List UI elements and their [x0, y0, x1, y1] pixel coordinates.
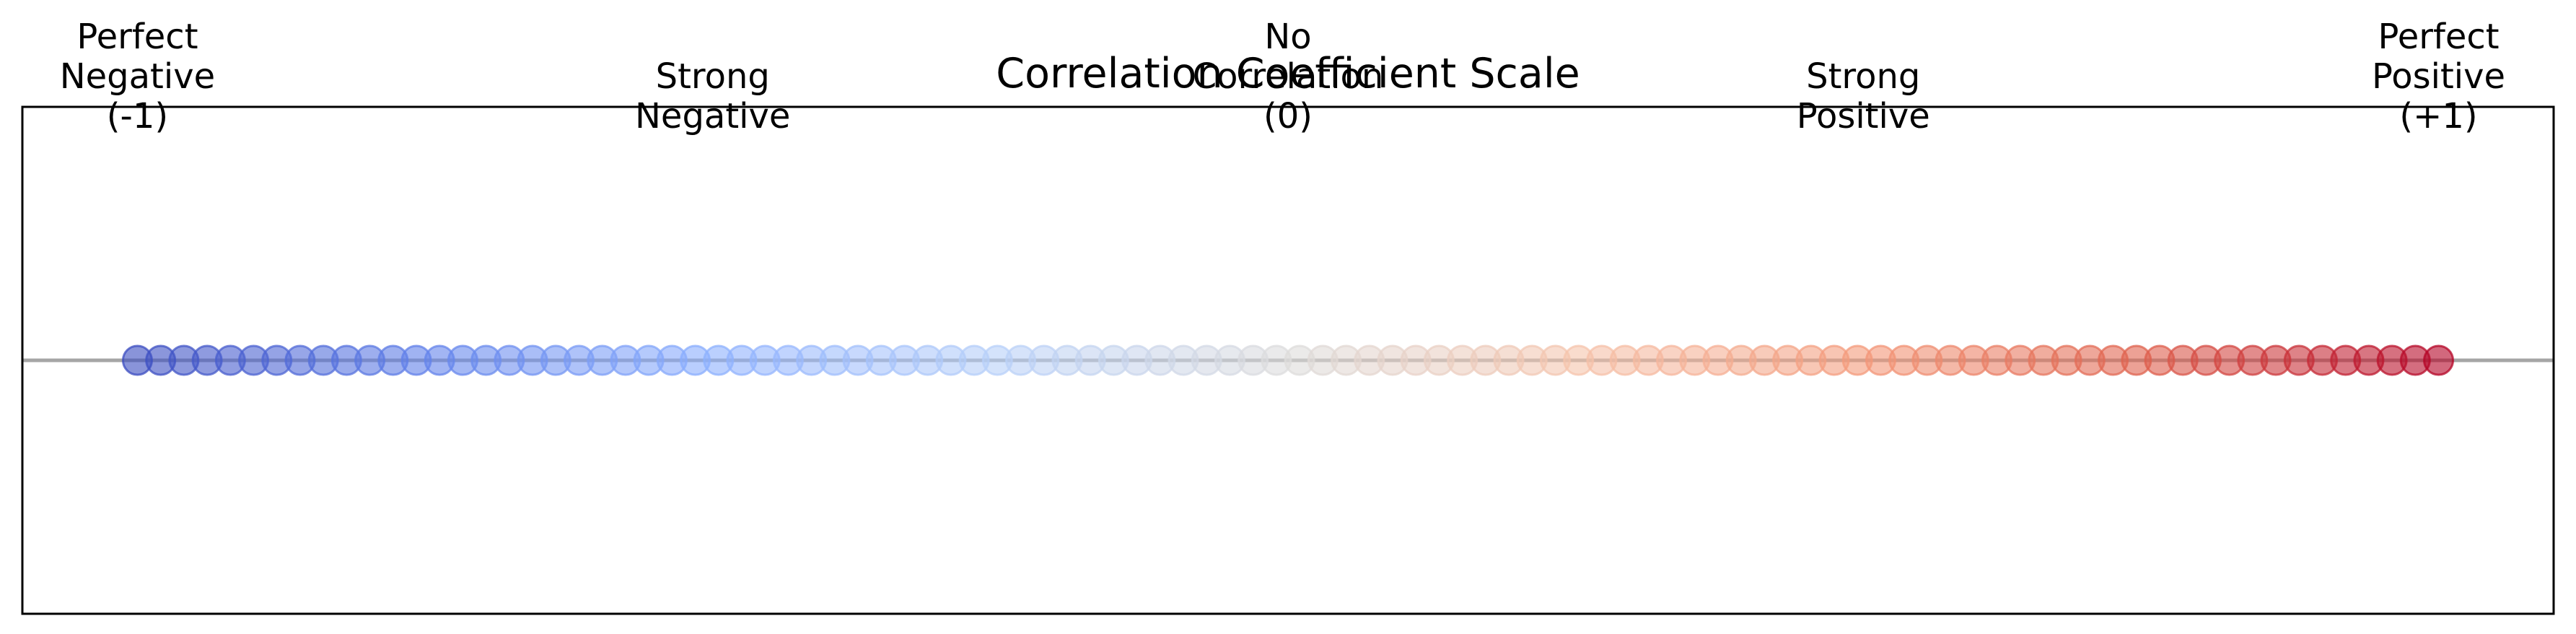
annotation-line: Positive — [2372, 56, 2505, 97]
annotation-line: (+1) — [2399, 96, 2477, 136]
annotation-line: Correlation — [1193, 56, 1384, 97]
plot-frame — [21, 105, 2555, 615]
annotation-line: Negative — [635, 96, 790, 136]
annotation-label: Perfect Negative (-1) — [60, 17, 215, 136]
annotation-line: Perfect — [2378, 17, 2499, 57]
annotation-label: Strong Negative — [635, 56, 790, 136]
annotation-line: Negative — [60, 56, 215, 97]
annotation-line: (0) — [1263, 96, 1313, 136]
annotation-line: Perfect — [76, 17, 198, 57]
annotation-label: Strong Positive — [1797, 56, 1930, 136]
annotation-label: Perfect Positive (+1) — [2372, 17, 2505, 136]
annotation-line: No — [1264, 17, 1311, 57]
data-points — [121, 344, 2455, 376]
annotation-line: (-1) — [107, 96, 168, 136]
chart-title: Correlation Coefficient Scale — [996, 50, 1580, 97]
annotation-line: Strong — [656, 56, 770, 97]
annotation-label: No Correlation (0) — [1193, 17, 1384, 136]
annotation-line: Positive — [1797, 96, 1930, 136]
data-point — [2423, 344, 2455, 376]
annotation-line: Strong — [1806, 56, 1920, 97]
